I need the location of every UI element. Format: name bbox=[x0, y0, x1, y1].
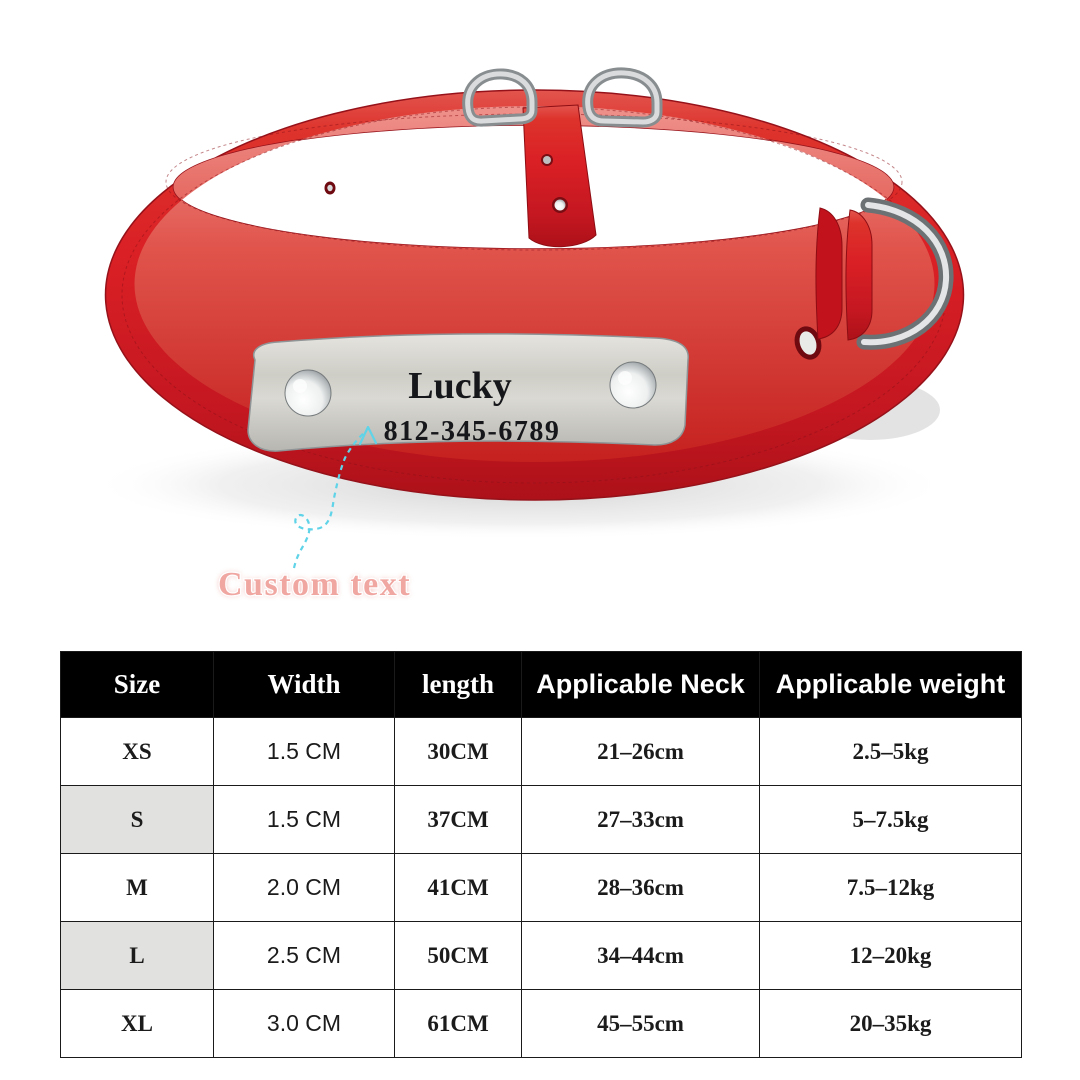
svg-text:Custom text: Custom text bbox=[218, 566, 411, 603]
